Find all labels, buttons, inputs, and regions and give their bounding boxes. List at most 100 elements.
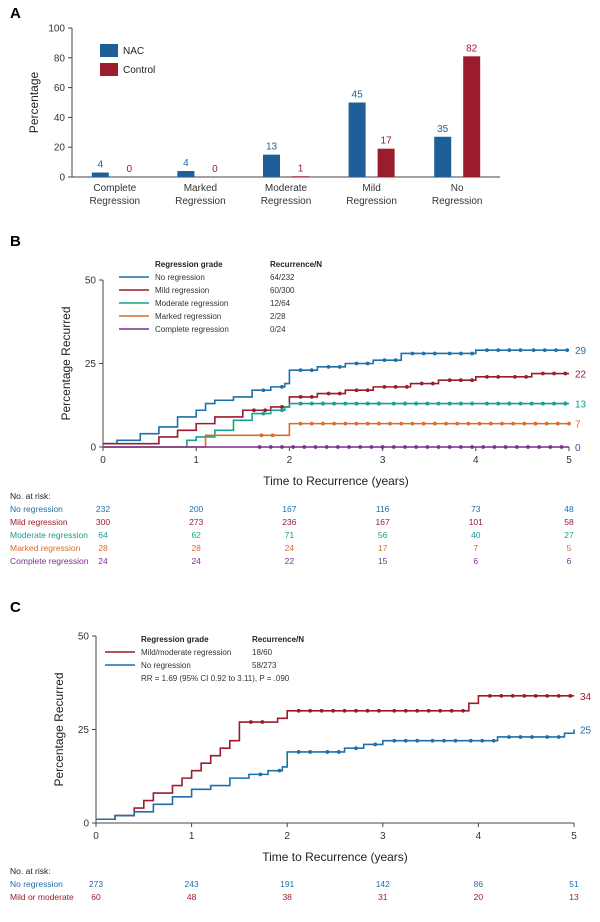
- risk-cell: 38: [282, 892, 292, 902]
- curve-end-label: 7: [575, 420, 581, 431]
- legend-swatch: [100, 63, 118, 76]
- risk-cell: 232: [96, 504, 110, 514]
- risk-cell: 6: [473, 556, 478, 566]
- bar-nac: [263, 154, 280, 177]
- censor-mark: [308, 750, 313, 754]
- censor-mark: [257, 445, 262, 449]
- panel-letter-c: C: [10, 599, 21, 616]
- censor-mark: [541, 371, 545, 376]
- censor-mark: [268, 445, 273, 449]
- y-axis-title: Percentage: [27, 71, 41, 133]
- bar-data-label: 35: [437, 124, 449, 135]
- censor-mark: [455, 421, 460, 426]
- curve-end-label: 29: [575, 346, 587, 357]
- censor-mark: [332, 421, 337, 426]
- risk-cell: 60: [91, 892, 101, 902]
- risk-table-header: No. at risk:: [10, 866, 51, 876]
- risk-row-label: No regression: [10, 879, 63, 889]
- censor-mark: [537, 445, 542, 449]
- censor-mark: [421, 421, 426, 426]
- censor-mark: [555, 421, 560, 426]
- censor-mark: [403, 445, 407, 449]
- risk-cell: 191: [280, 879, 294, 889]
- bar-data-label: 17: [381, 136, 393, 147]
- risk-cell: 24: [191, 556, 201, 566]
- censor-mark: [470, 378, 474, 383]
- risk-cell: 142: [376, 879, 390, 889]
- censor-mark: [449, 708, 454, 713]
- risk-cell: 22: [285, 556, 295, 566]
- censor-mark: [309, 395, 314, 399]
- risk-cell: 58: [564, 517, 574, 527]
- censor-mark: [280, 384, 284, 389]
- censor-mark: [365, 388, 370, 393]
- censor-mark: [470, 351, 474, 356]
- legend-swatch: [100, 44, 118, 57]
- censor-mark: [542, 348, 547, 353]
- risk-cell: 28: [191, 543, 201, 553]
- censor-mark: [545, 735, 550, 739]
- x-tick-label: 0: [93, 831, 99, 842]
- censor-mark: [533, 693, 538, 698]
- censor-mark: [496, 374, 501, 379]
- risk-cell: 200: [189, 504, 203, 514]
- censor-mark: [514, 445, 519, 449]
- risk-cell: 71: [285, 530, 295, 540]
- censor-mark: [343, 401, 348, 406]
- censor-mark: [530, 735, 534, 739]
- censor-mark: [376, 401, 381, 406]
- censor-mark: [263, 408, 268, 413]
- risk-cell: 20: [474, 892, 484, 902]
- risk-cell: 116: [376, 504, 390, 514]
- censor-mark: [403, 708, 408, 713]
- censor-mark: [425, 445, 430, 449]
- legend-recurrence: 64/232: [270, 273, 295, 282]
- legend-recurrence: 60/300: [270, 286, 295, 295]
- censor-mark: [309, 421, 314, 426]
- censor-mark: [430, 738, 435, 743]
- legend-label: Moderate regression: [155, 299, 228, 308]
- censor-mark: [309, 368, 314, 373]
- censor-mark: [260, 720, 265, 724]
- censor-mark: [522, 693, 527, 698]
- legend-recurrence: 2/28: [270, 312, 286, 321]
- censor-mark: [261, 411, 266, 416]
- censor-mark: [415, 708, 420, 713]
- risk-cell: 17: [378, 543, 388, 553]
- censor-mark: [453, 738, 458, 743]
- x-tick-label: 5: [571, 831, 577, 842]
- y-tick-label: 25: [85, 359, 97, 370]
- censor-mark: [313, 445, 318, 449]
- censor-mark: [552, 401, 556, 406]
- censor-mark: [291, 445, 296, 449]
- x-tick-label: 2: [287, 455, 293, 466]
- censor-mark: [567, 421, 571, 426]
- censor-mark: [280, 445, 284, 449]
- censor-mark: [458, 401, 463, 406]
- bar-nac: [177, 171, 195, 177]
- curve-end-label: 25: [580, 726, 592, 737]
- risk-cell: 243: [185, 879, 199, 889]
- censor-mark: [419, 381, 424, 386]
- censor-mark: [415, 738, 420, 743]
- censor-mark: [388, 421, 392, 426]
- censor-mark: [309, 401, 314, 406]
- bar-data-label: 4: [183, 158, 189, 169]
- censor-mark: [365, 361, 370, 366]
- censor-mark: [358, 445, 363, 449]
- censor-mark: [426, 708, 431, 713]
- censor-mark: [522, 421, 527, 426]
- bar-data-label: 82: [466, 43, 478, 54]
- bar-data-label: 4: [98, 160, 104, 171]
- censor-mark: [485, 401, 489, 406]
- risk-cell: 300: [96, 517, 110, 527]
- censor-mark: [568, 693, 573, 698]
- censor-mark: [442, 738, 446, 743]
- y-tick-label: 0: [59, 173, 65, 184]
- risk-cell: 56: [378, 530, 388, 540]
- censor-mark: [298, 368, 303, 373]
- censor-mark: [343, 421, 348, 426]
- censor-mark: [496, 348, 501, 353]
- risk-cell: 51: [569, 879, 579, 889]
